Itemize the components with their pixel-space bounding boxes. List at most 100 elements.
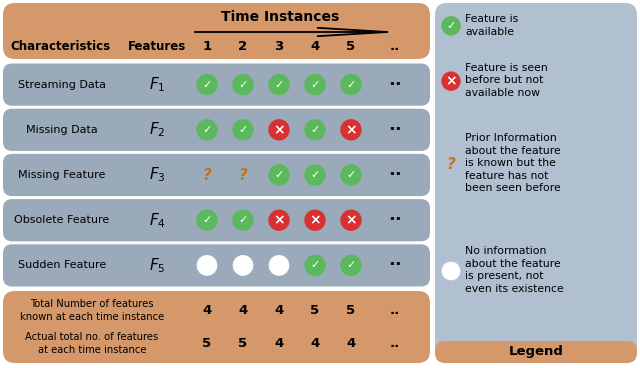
Text: Missing Feature: Missing Feature — [19, 170, 106, 180]
Text: 4: 4 — [275, 337, 284, 350]
Text: Legend: Legend — [509, 346, 563, 358]
Circle shape — [233, 210, 253, 230]
Text: ✓: ✓ — [446, 21, 456, 31]
Text: ×: × — [345, 213, 357, 227]
Text: ..: .. — [390, 304, 400, 317]
Text: 5: 5 — [202, 337, 212, 350]
Circle shape — [233, 255, 253, 275]
Text: ··: ·· — [388, 211, 402, 229]
FancyBboxPatch shape — [435, 341, 637, 363]
Circle shape — [442, 72, 460, 90]
Text: Sudden Feature: Sudden Feature — [18, 261, 106, 270]
Circle shape — [442, 17, 460, 35]
Text: ?: ? — [239, 167, 248, 183]
Text: $\mathit{F}_5$: $\mathit{F}_5$ — [148, 256, 165, 275]
Text: No information
about the feature
is present, not
even its existence: No information about the feature is pres… — [465, 246, 564, 294]
Text: ✓: ✓ — [202, 215, 212, 225]
Text: 5: 5 — [239, 337, 248, 350]
Text: 4: 4 — [310, 337, 319, 350]
Text: Features: Features — [128, 39, 186, 53]
Text: ✓: ✓ — [275, 170, 284, 180]
Text: ×: × — [273, 123, 285, 137]
Text: ✓: ✓ — [310, 261, 320, 270]
Text: ✓: ✓ — [346, 79, 356, 89]
Text: $\mathit{F}_2$: $\mathit{F}_2$ — [148, 120, 165, 139]
Text: ✓: ✓ — [275, 79, 284, 89]
Text: ×: × — [273, 213, 285, 227]
Text: Missing Data: Missing Data — [26, 125, 98, 135]
Circle shape — [341, 75, 361, 95]
Circle shape — [305, 165, 325, 185]
Text: 5: 5 — [346, 39, 356, 53]
Circle shape — [341, 120, 361, 140]
Circle shape — [442, 262, 460, 280]
Text: ?: ? — [447, 157, 456, 172]
Text: ✓: ✓ — [310, 125, 320, 135]
Circle shape — [305, 120, 325, 140]
Circle shape — [305, 210, 325, 230]
Circle shape — [197, 210, 217, 230]
Circle shape — [305, 75, 325, 95]
FancyBboxPatch shape — [3, 199, 430, 241]
FancyBboxPatch shape — [3, 109, 430, 151]
Text: ✓: ✓ — [310, 170, 320, 180]
Text: ✓: ✓ — [202, 79, 212, 89]
Circle shape — [197, 255, 217, 275]
Circle shape — [197, 75, 217, 95]
Text: 1: 1 — [202, 39, 212, 53]
Text: 4: 4 — [346, 337, 356, 350]
Text: ✓: ✓ — [310, 79, 320, 89]
Text: $\mathit{F}_4$: $\mathit{F}_4$ — [148, 211, 166, 230]
Text: ✓: ✓ — [238, 79, 248, 89]
FancyBboxPatch shape — [3, 64, 430, 106]
Text: ✓: ✓ — [238, 215, 248, 225]
Text: Characteristics: Characteristics — [10, 39, 110, 53]
Text: Feature is
available: Feature is available — [465, 14, 518, 36]
Text: ··: ·· — [388, 121, 402, 139]
Text: Obsolete Feature: Obsolete Feature — [14, 215, 109, 225]
Text: ..: .. — [390, 39, 400, 53]
Text: ✓: ✓ — [346, 261, 356, 270]
Text: Actual total no. of features
at each time instance: Actual total no. of features at each tim… — [26, 332, 159, 355]
Circle shape — [233, 120, 253, 140]
Circle shape — [341, 255, 361, 275]
Text: 4: 4 — [202, 304, 212, 317]
Text: ×: × — [445, 74, 457, 88]
Circle shape — [269, 210, 289, 230]
Text: 4: 4 — [238, 304, 248, 317]
Circle shape — [269, 120, 289, 140]
FancyBboxPatch shape — [3, 244, 430, 287]
Text: 5: 5 — [346, 304, 356, 317]
Text: ×: × — [345, 123, 357, 137]
Text: Streaming Data: Streaming Data — [18, 79, 106, 89]
Circle shape — [269, 165, 289, 185]
Text: ..: .. — [390, 337, 400, 350]
Circle shape — [197, 120, 217, 140]
FancyBboxPatch shape — [3, 3, 430, 59]
Circle shape — [305, 255, 325, 275]
Text: 3: 3 — [275, 39, 284, 53]
Text: Prior Information
about the feature
is known but the
feature has not
been seen b: Prior Information about the feature is k… — [465, 133, 561, 193]
Circle shape — [233, 75, 253, 95]
Text: ×: × — [309, 213, 321, 227]
Text: 4: 4 — [275, 304, 284, 317]
Text: ✓: ✓ — [238, 125, 248, 135]
Text: ··: ·· — [388, 166, 402, 184]
Text: ?: ? — [203, 167, 211, 183]
Text: ✓: ✓ — [202, 125, 212, 135]
FancyBboxPatch shape — [435, 3, 637, 363]
Circle shape — [341, 165, 361, 185]
Text: Time Instances: Time Instances — [221, 10, 339, 24]
Text: $\mathit{F}_3$: $\mathit{F}_3$ — [148, 166, 165, 184]
Text: Feature is seen
before but not
available now: Feature is seen before but not available… — [465, 63, 548, 98]
Text: 2: 2 — [239, 39, 248, 53]
Text: 4: 4 — [310, 39, 319, 53]
Text: ✓: ✓ — [346, 170, 356, 180]
Text: Total Number of features
known at each time instance: Total Number of features known at each t… — [20, 299, 164, 322]
Text: $\mathit{F}_1$: $\mathit{F}_1$ — [148, 75, 165, 94]
Circle shape — [269, 255, 289, 275]
Text: ··: ·· — [388, 75, 402, 93]
FancyBboxPatch shape — [3, 154, 430, 196]
Text: ··: ·· — [388, 256, 402, 275]
Text: 5: 5 — [310, 304, 319, 317]
